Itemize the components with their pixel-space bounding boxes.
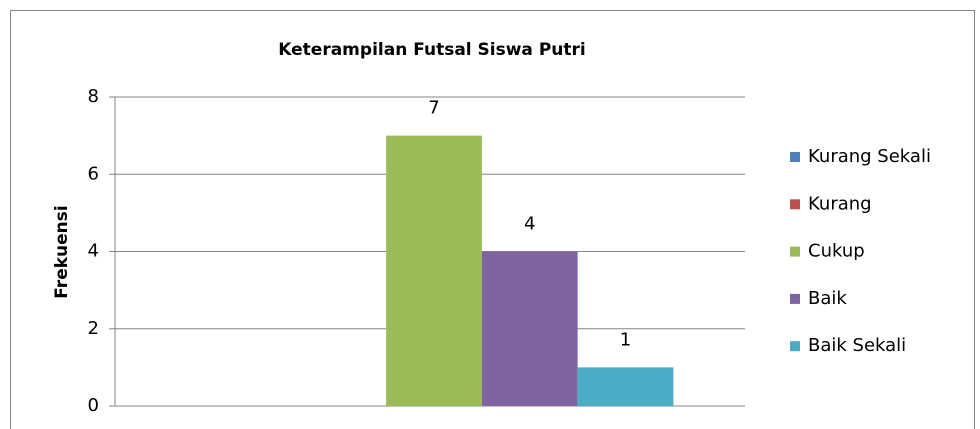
- chart-title: Keterampilan Futsal Siswa Putri: [278, 40, 585, 60]
- y-axis-label: Frekuensi: [52, 205, 72, 298]
- legend-swatch: [790, 246, 800, 257]
- bar: [577, 367, 674, 406]
- y-tick-label: 4: [88, 241, 99, 262]
- y-tick-label: 6: [88, 163, 99, 184]
- y-tick-label: 2: [88, 318, 99, 339]
- data-label: 1: [620, 329, 631, 350]
- data-label: 7: [428, 98, 439, 119]
- legend-swatch: [790, 199, 800, 210]
- legend-swatch: [790, 293, 800, 304]
- bar: [386, 135, 482, 406]
- legend-label: Cukup: [808, 241, 865, 262]
- legend-swatch: [790, 152, 800, 162]
- legend-swatch: [790, 341, 800, 352]
- legend-label: Baik: [808, 288, 847, 309]
- legend-label: Baik Sekali: [808, 335, 906, 356]
- bar: [481, 251, 578, 406]
- legend-label: Kurang: [808, 193, 872, 214]
- y-tick-label: 0: [88, 395, 99, 416]
- y-tick-label: 8: [88, 86, 99, 107]
- data-label: 4: [524, 214, 535, 235]
- legend-label: Kurang Sekali: [808, 146, 931, 167]
